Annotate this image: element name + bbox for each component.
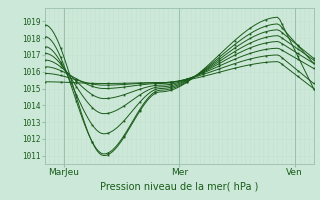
X-axis label: Pression niveau de la mer( hPa ): Pression niveau de la mer( hPa ) [100,181,258,191]
